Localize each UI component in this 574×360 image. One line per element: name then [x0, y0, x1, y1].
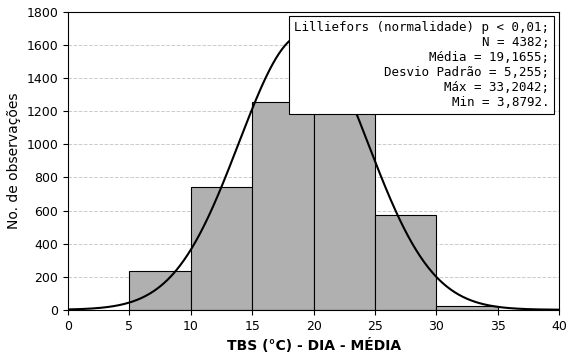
Bar	[191, 187, 252, 310]
Text: Lilliefors (normalidade) p < 0,01;
N = 4382;
Média = 19,1655;
Desvio Padrão = 5,: Lilliefors (normalidade) p < 0,01; N = 4…	[294, 21, 549, 109]
Bar	[252, 102, 313, 310]
Bar	[313, 53, 375, 310]
Y-axis label: No. de observações: No. de observações	[7, 93, 21, 229]
X-axis label: TBS (°C) - DIA - MÉDIA: TBS (°C) - DIA - MÉDIA	[227, 338, 401, 353]
Bar	[436, 306, 498, 310]
Bar	[375, 215, 436, 310]
Bar	[130, 271, 191, 310]
